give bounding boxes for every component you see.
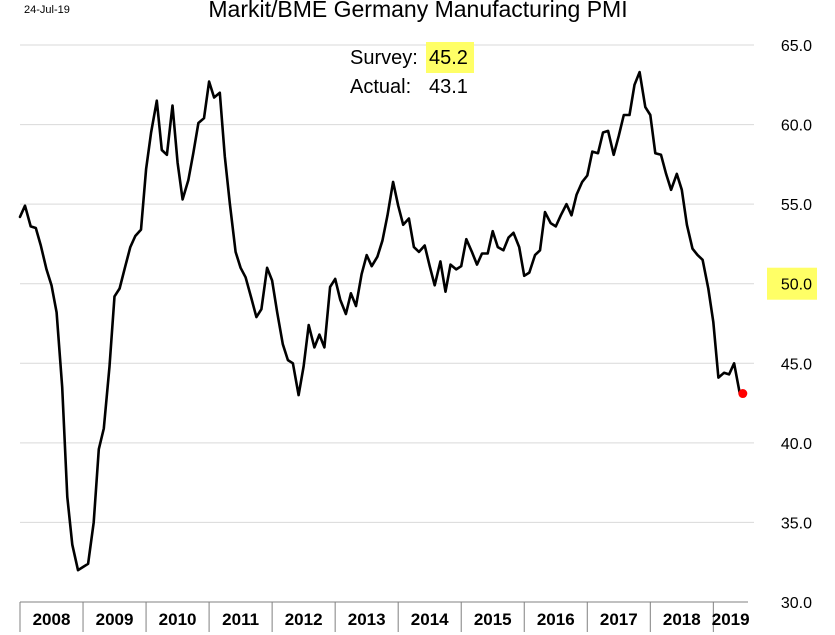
y-tick-label-60.0: 60.0 (781, 118, 812, 135)
y-tick-label-40.0: 40.0 (781, 436, 812, 453)
x-tick-label-2017: 2017 (600, 610, 638, 629)
survey-value-highlight (426, 42, 474, 73)
x-tick-label-2011: 2011 (222, 610, 259, 629)
x-tick-label-2019: 2019 (712, 610, 750, 629)
x-tick-label-2014: 2014 (411, 610, 449, 629)
actual-value: 43.1 (429, 76, 468, 98)
x-axis: 2008 2009 2010 2011 2012 2013 2014 2015 2016 2017… (19, 601, 750, 632)
x-tick-label-2010: 2010 (159, 610, 197, 629)
actual-label: Actual: (350, 76, 411, 98)
y-tick-label-50.0: 50.0 (781, 277, 812, 294)
y-tick-label-55.0: 55.0 (781, 197, 812, 214)
x-tick-label-2016: 2016 (537, 610, 575, 629)
y-tick-label-30.0: 30.0 (781, 595, 812, 612)
pmi-series-line (18, 70, 742, 572)
y-tick-label-45.0: 45.0 (781, 356, 812, 373)
survey-value: 45.2 (429, 47, 468, 69)
x-tick-label-2008: 2008 (33, 610, 71, 629)
x-tick-label-2009: 2009 (96, 610, 134, 629)
gridlines (20, 44, 754, 523)
survey-actual-annotation: Survey: 45.2 Actual: 43.1 (350, 42, 474, 98)
y-tick-label-35.0: 35.0 (781, 515, 812, 532)
x-tick-label-2018: 2018 (663, 610, 701, 629)
latest-value-marker (738, 389, 748, 399)
x-tick-label-2013: 2013 (348, 610, 386, 629)
x-tick-label-2015: 2015 (474, 610, 512, 629)
survey-label: Survey: (350, 47, 418, 69)
chart-title: Markit/BME Germany Manufacturing PMI (208, 0, 627, 22)
y-tick-label-65.0: 65.0 (781, 38, 812, 55)
x-tick-label-2012: 2012 (285, 610, 323, 629)
y-axis-ticks: 30.0 35.0 40.0 45.0 50.0 55.0 60.0 65.0 (781, 38, 812, 612)
date-stamp: 24-Jul-19 (24, 4, 70, 16)
highlighted-tick-background (767, 267, 817, 300)
